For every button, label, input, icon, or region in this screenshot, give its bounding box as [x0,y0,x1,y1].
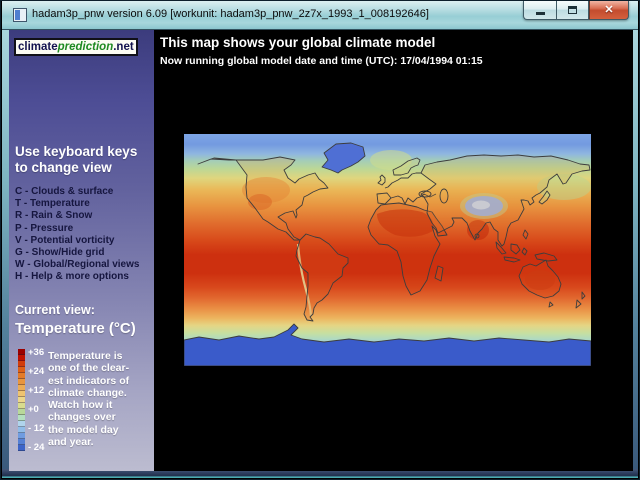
world-map-svg [184,134,591,366]
logo-part-prediction: prediction [57,41,114,53]
maximize-icon [568,6,577,14]
climateprediction-logo: climateprediction.net [14,38,138,56]
scale-tick-label: - 12 [28,423,45,434]
window-frame-bottom [2,469,638,478]
scale-chip [18,397,25,403]
minimize-icon [535,11,545,15]
scale-chip [18,439,25,445]
scale-chip [18,349,25,355]
app-icon[interactable] [13,8,27,22]
scale-chip [18,385,25,391]
scale-chip [18,361,25,367]
shortcut-item: C - Clouds & surface [15,186,114,197]
shortcut-item: G - Show/Hide grid [15,247,105,259]
main-panel: This map shows your global climate model… [154,30,633,471]
window-title: hadam3p_pnw version 6.09 [workunit: hada… [32,8,429,20]
scale-chip [18,409,25,415]
scale-chip [18,415,25,421]
world-temperature-map [184,134,591,366]
scale-chip [18,445,25,451]
coastlines [184,142,591,366]
scale-chip [18,403,25,409]
scale-chip [18,367,25,373]
scale-tick-label: +12 [28,385,45,396]
scale-chip [18,391,25,397]
logo-part-climate: climate [18,41,58,53]
shortcut-item: W - Global/Regional views [15,259,140,271]
scale-tick-label: +36 [28,347,45,358]
temperature-scale-labels: +36 +24 +12 +0 - 12 - 24 [28,347,44,453]
close-icon: ✕ [604,3,614,16]
scale-chip [18,427,25,433]
scale-tick-label: +24 [28,366,45,377]
scale-chip [18,433,25,439]
scale-chip [18,355,25,361]
view-description: Temperature is one of the clear- est ind… [48,350,130,449]
current-view-label: Current view: [15,303,95,317]
sidebar: climateprediction.net Use keyboard keys … [9,30,154,471]
logo-part-net: .net [113,41,134,53]
scale-chip [18,421,25,427]
map-title: This map shows your global climate model [160,35,436,50]
window-controls: ✕ [523,1,629,20]
current-view-value: Temperature (°C) [15,320,136,337]
temperature-color-scale [18,349,25,451]
shortcut-item: R - Rain & Snow [15,210,93,222]
minimize-button[interactable] [523,1,556,20]
scale-chip [18,373,25,379]
close-button[interactable]: ✕ [589,1,629,20]
maximize-button[interactable] [556,1,589,20]
client-area: climateprediction.net Use keyboard keys … [9,30,633,471]
shortcut-item: T - Temperature [15,198,90,210]
scale-chip [18,379,25,385]
scale-tick-label: - 24 [28,442,45,453]
model-datetime: Now running global model date and time (… [160,55,483,67]
scale-tick-label: +0 [28,404,39,415]
shortcut-list: C - Clouds & surface T - Temperature R - R… [15,186,139,284]
shortcut-item: P - Pressure [15,222,74,234]
shortcut-item: V - Potential vorticity [15,234,115,246]
titlebar[interactable]: hadam3p_pnw version 6.09 [workunit: hada… [2,1,638,30]
shortcut-item: H - Help & more options [15,271,129,283]
temperature-anomalies [242,150,591,317]
keyboard-help-heading: Use keyboard keys to change view [15,144,138,175]
